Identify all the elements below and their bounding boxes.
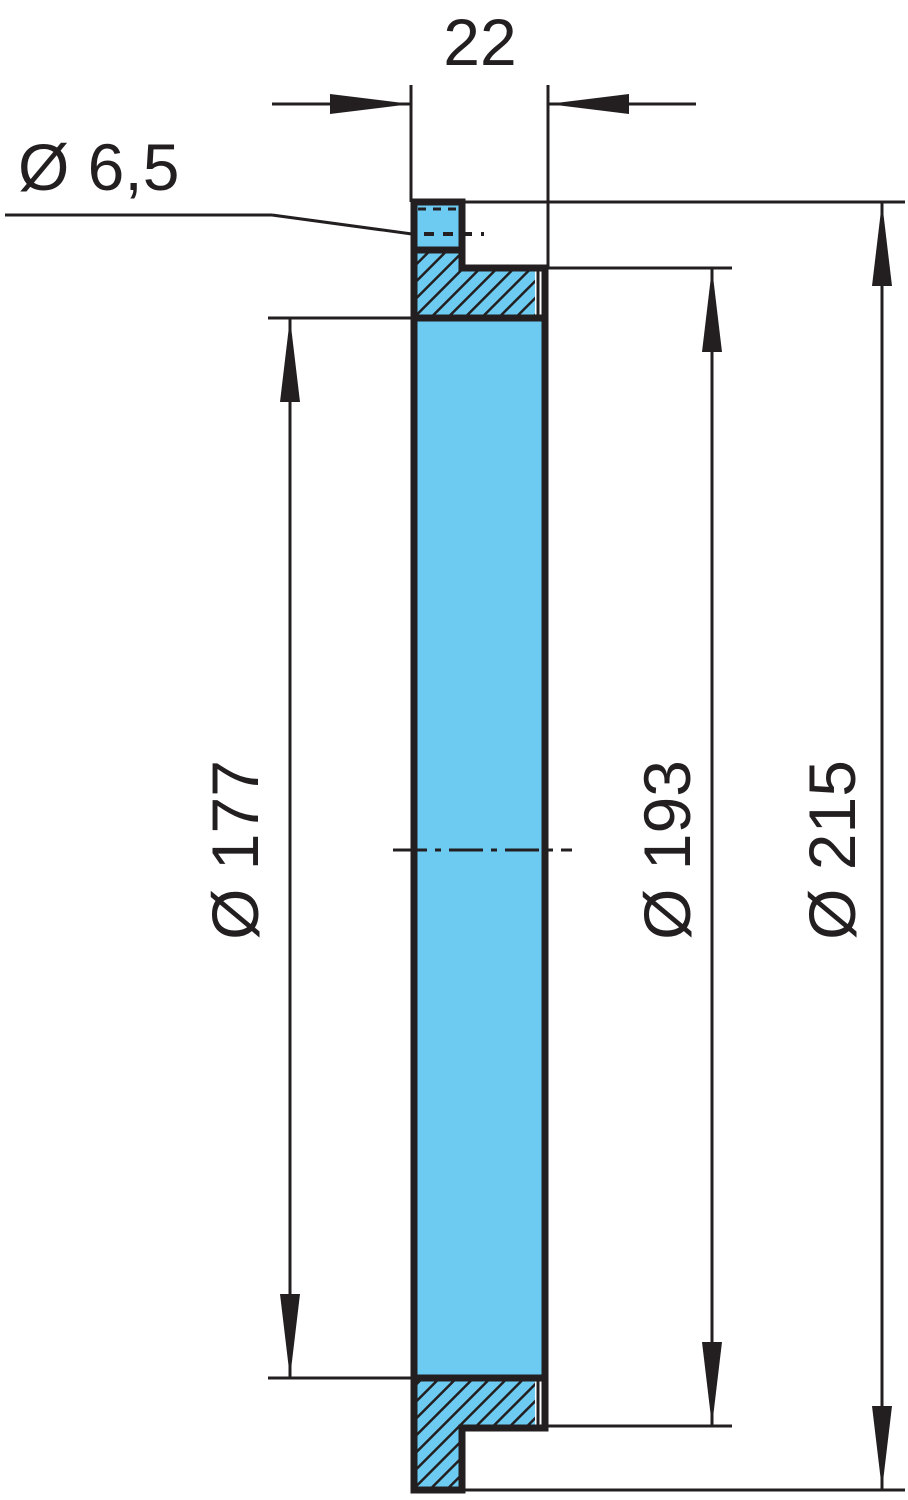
top-hatched-section (414, 250, 535, 316)
dimension-inner-diameter: Ø 177 (198, 316, 414, 1380)
dimension-width: 22 (272, 5, 696, 268)
step-diameter-label: Ø 193 (630, 760, 704, 940)
hole-section (414, 204, 462, 250)
ring-outline (410, 198, 549, 1494)
outer-diameter-label: Ø 215 (795, 760, 869, 940)
bottom-hatched-section (414, 1380, 535, 1488)
ring-section (410, 198, 549, 1494)
width-label: 22 (443, 5, 516, 79)
hole-label: Ø 6,5 (18, 130, 179, 204)
ring-body (414, 318, 545, 1378)
dimension-step-diameter: Ø 193 (545, 266, 732, 1428)
inner-diameter-label: Ø 177 (198, 760, 272, 940)
dimension-hole: Ø 6,5 (5, 130, 413, 236)
dimension-outer-diameter: Ø 215 (462, 200, 905, 1492)
